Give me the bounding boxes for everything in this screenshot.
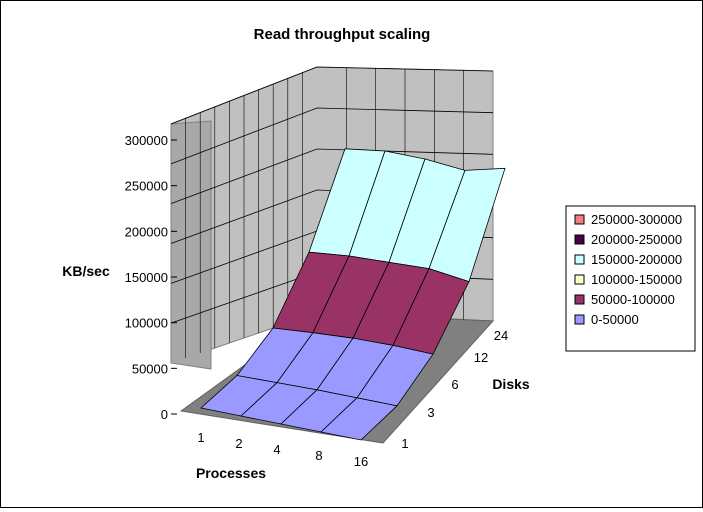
x-axis-title: Processes — [196, 465, 266, 481]
legend-swatch — [574, 314, 585, 325]
legend-label: 150000-200000 — [591, 252, 682, 267]
surface-cell — [320, 397, 398, 441]
legend-label: 250000-300000 — [591, 212, 682, 227]
legend: 250000-300000 200000-250000 150000-200000 1… — [565, 205, 696, 352]
z-tick-label: 300000 — [125, 133, 168, 148]
chart-title: Read throughput scaling — [254, 26, 431, 43]
x-tick-label: 16 — [354, 454, 368, 469]
legend-box — [565, 205, 696, 352]
y-tick-label: 1 — [401, 436, 408, 451]
z-tick-label: 200000 — [125, 224, 168, 239]
legend-label: 200000-250000 — [591, 232, 682, 247]
x-tick-label: 2 — [235, 436, 242, 451]
x-tick-label: 4 — [273, 442, 280, 457]
y-tick-label: 3 — [427, 405, 434, 420]
z-tick-labels: 0 50000 100000 150000 200000 250000 300000 — [125, 133, 177, 422]
z-tick-label: 150000 — [125, 270, 168, 285]
x-tick-label: 1 — [197, 430, 204, 445]
z-tick-label: 250000 — [125, 179, 168, 194]
left-wall — [170, 120, 212, 370]
z-tick-label: 100000 — [125, 316, 168, 331]
y-tick-label: 24 — [494, 328, 508, 343]
x-tick-label: 8 — [315, 448, 322, 463]
x-tick-labels: 1 2 4 8 16 — [197, 430, 368, 469]
legend-swatch — [574, 274, 585, 285]
legend-swatch — [574, 294, 585, 305]
y-tick-label: 12 — [474, 350, 488, 365]
legend-swatch — [574, 254, 585, 265]
legend-swatch — [574, 214, 585, 225]
legend-label: 100000-150000 — [591, 272, 682, 287]
z-axis-title: KB/sec — [62, 263, 110, 279]
y-tick-label: 6 — [451, 377, 458, 392]
legend-label: 50000-100000 — [591, 292, 675, 307]
legend-label: 0-50000 — [591, 312, 639, 327]
y-axis-title: Disks — [492, 376, 530, 392]
surface-plot — [200, 148, 506, 441]
y-tick-labels: 1 3 6 12 24 — [401, 328, 508, 451]
z-tick-label: 50000 — [132, 361, 168, 376]
legend-swatch — [574, 234, 585, 245]
z-tick-label: 0 — [161, 407, 168, 422]
